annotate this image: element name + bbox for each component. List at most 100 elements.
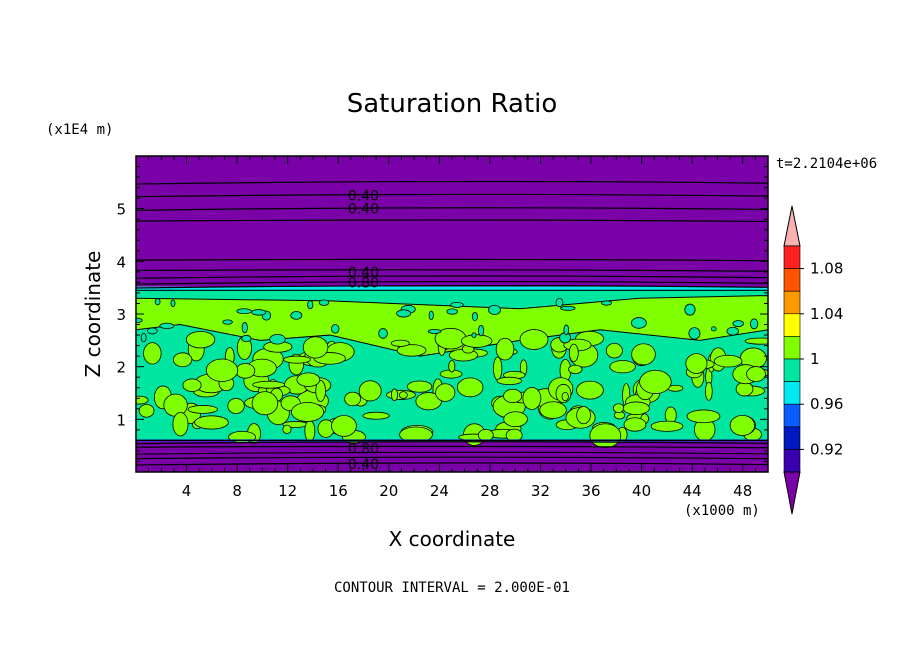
contour-line	[136, 462, 768, 466]
lime-patch	[686, 409, 721, 424]
colorbar-swatch	[783, 381, 801, 405]
lime-patch	[252, 380, 286, 389]
contour-line	[136, 441, 768, 445]
teal-hole	[684, 303, 696, 316]
lime-patch	[390, 339, 410, 347]
x-tick-label: 44	[683, 482, 702, 500]
lime-patch	[331, 415, 357, 437]
lime-patch	[235, 363, 256, 379]
x-tick-label: 20	[379, 482, 398, 500]
chart-title: Saturation Ratio	[347, 89, 558, 119]
teal-hole	[241, 334, 252, 343]
lime-patch	[623, 417, 647, 432]
lime-patch	[477, 428, 494, 442]
lime-patch	[415, 392, 442, 411]
teal-hole	[290, 311, 303, 320]
lime-patch	[194, 415, 229, 430]
lime-patch	[448, 360, 456, 373]
y-tick-label: 3	[116, 306, 126, 324]
lime-patch	[561, 391, 569, 402]
lime-patch	[187, 405, 218, 414]
contour-line	[136, 451, 768, 455]
colorbar-tick-label: 0.96	[810, 395, 843, 413]
teal-hole	[147, 327, 158, 335]
lime-patch	[664, 406, 677, 424]
y-tick-label: 2	[116, 359, 126, 377]
lime-patch	[704, 381, 713, 401]
x-tick-label: 24	[430, 482, 449, 500]
lime-patch	[304, 420, 316, 442]
colorbar-max-triangle	[783, 205, 801, 247]
contour-label: 0.80	[348, 275, 379, 291]
lime-patch	[172, 352, 193, 368]
lime-patch	[729, 414, 756, 436]
teal-hole	[428, 310, 434, 321]
lime-patch	[503, 388, 523, 404]
contour-label: 0.40	[348, 202, 379, 218]
contour-line	[136, 445, 768, 449]
teal-hole	[378, 328, 388, 339]
lime-patch	[185, 330, 216, 349]
contour-label: 0.40	[348, 265, 379, 281]
teal-hole	[450, 301, 464, 308]
lime-patch	[344, 391, 362, 407]
teal-hole	[560, 305, 576, 311]
lime-patch	[495, 337, 515, 361]
lime-patch	[503, 411, 528, 428]
contour-line	[136, 258, 768, 262]
y-tick-label: 5	[116, 201, 126, 219]
teal-hole	[446, 308, 458, 315]
colorbar: 0.92 0.96 1 1.04 1.08	[783, 205, 843, 515]
lime-patch	[713, 354, 743, 368]
lime-patch	[746, 366, 766, 382]
teal-hole	[749, 318, 759, 330]
colorbar-swatch	[783, 290, 801, 315]
lime-patch	[605, 342, 623, 359]
contour-interval-footer: CONTOUR INTERVAL = 2.000E-01	[334, 580, 570, 596]
teal-hole	[331, 324, 340, 334]
lime-patch	[138, 403, 155, 418]
lime-patch	[182, 378, 202, 392]
lime-patch	[251, 391, 279, 416]
colorbar-swatch	[783, 358, 801, 382]
lime-patch	[205, 358, 239, 382]
contour-line	[136, 269, 768, 272]
x-unit-label: (x1000 m)	[684, 503, 760, 519]
x-tick-label: 16	[329, 482, 348, 500]
colorbar-swatch	[783, 449, 801, 473]
lime-patch	[283, 355, 311, 364]
x-axis: 4 8 12 16 20 24 28 32 36 40 44 48	[148, 156, 756, 500]
lime-patch	[296, 372, 321, 387]
teal-hole	[170, 299, 176, 307]
lime-patch	[227, 398, 245, 414]
teal-hole	[136, 317, 143, 323]
cloud-top-edge	[136, 287, 768, 291]
field-region-0	[136, 440, 768, 472]
lime-patch	[302, 336, 329, 359]
lime-patch	[456, 377, 484, 398]
lime-patch	[291, 402, 325, 422]
colorbar-swatch	[783, 336, 801, 360]
teal-hole	[478, 325, 485, 337]
x-tick-label: 12	[278, 482, 297, 500]
teal-hole	[154, 298, 161, 306]
x-tick-label: 8	[232, 482, 242, 500]
lime-patch	[315, 379, 326, 402]
lime-patch	[622, 401, 650, 415]
lime-patch	[539, 401, 567, 419]
teal-hole	[710, 326, 717, 332]
x-tick-label: 40	[632, 482, 651, 500]
lime-patch	[493, 356, 503, 381]
colorbar-swatch	[783, 313, 801, 337]
colorbar-swatch	[783, 403, 801, 428]
contour-label: 0.80	[348, 441, 379, 457]
lime-patch	[136, 395, 149, 405]
lime-patch	[568, 343, 579, 363]
y-axis: 1 2 3 4 5	[116, 166, 768, 462]
lime-patch	[396, 344, 427, 357]
teal-hole	[726, 326, 739, 336]
contour-field	[136, 156, 768, 472]
lime-patch	[744, 337, 768, 345]
lime-patch	[685, 353, 708, 374]
